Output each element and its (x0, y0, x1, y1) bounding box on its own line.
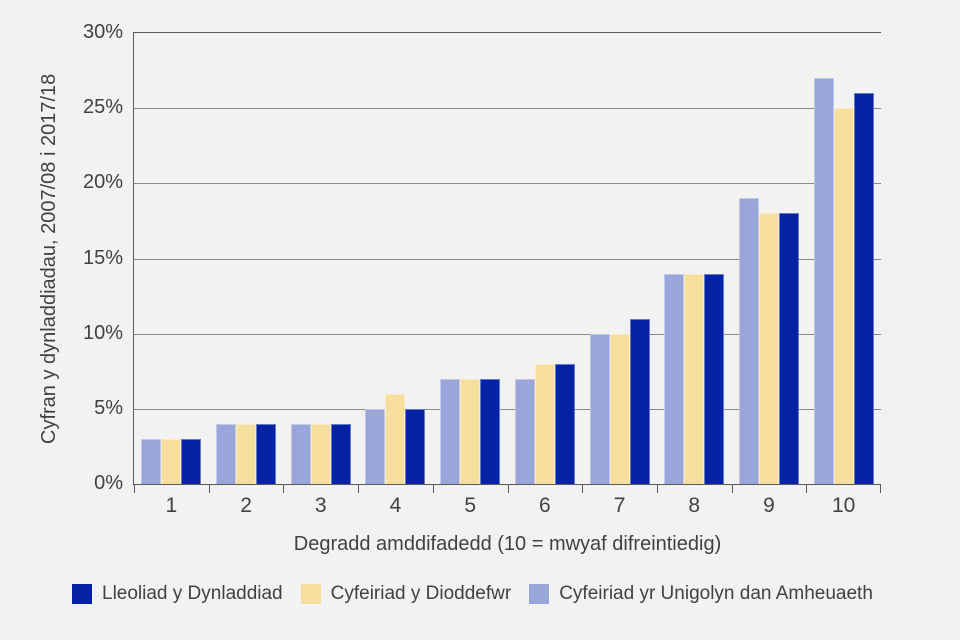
bar (405, 408, 426, 484)
bar (684, 273, 705, 484)
x-tick-label: 7 (613, 494, 626, 517)
x-tick-label: 1 (165, 494, 178, 517)
bar (236, 423, 257, 484)
bar (480, 378, 501, 484)
bar (778, 213, 799, 484)
x-axis-tick (880, 484, 881, 493)
legend-label: Cyfeiriad yr Unigolyn dan Amheuaeth (559, 583, 873, 604)
y-tick-label: 0% (94, 472, 123, 494)
legend-swatch (529, 584, 550, 604)
bar (664, 273, 685, 484)
grid-line (134, 108, 881, 110)
bar (365, 408, 386, 484)
bar-group (582, 33, 657, 484)
bar (161, 438, 182, 484)
bar (310, 423, 331, 484)
bar (629, 318, 650, 484)
bar (833, 108, 854, 484)
bar (141, 438, 162, 484)
bar (330, 423, 351, 484)
bar (813, 78, 834, 484)
grid-line (134, 183, 881, 185)
bar (514, 378, 535, 484)
bar (738, 198, 759, 484)
bar-group (283, 33, 358, 484)
bar (256, 423, 277, 484)
bar (385, 393, 406, 484)
bar-group (508, 33, 583, 484)
x-tick-label: 9 (763, 494, 775, 517)
bar (704, 273, 725, 484)
bar-group (134, 33, 209, 484)
x-axis-tick (134, 484, 135, 493)
bar-groups (134, 33, 881, 484)
x-axis-tick (283, 484, 285, 493)
x-axis-tick (432, 484, 434, 493)
bar (440, 378, 461, 484)
x-tick-label: 4 (389, 494, 402, 517)
y-tick-label: 15% (82, 246, 123, 269)
bar-group (209, 33, 284, 484)
y-tick-label: 25% (82, 96, 123, 119)
bar (534, 363, 555, 484)
x-axis-tick (507, 484, 509, 493)
y-tick-label: 20% (82, 171, 123, 194)
grid-line (134, 408, 881, 410)
x-axis-tick-labels: 1 2 3 4 5 6 7 8 9 10 (134, 494, 881, 518)
legend-item: Cyfeiriad yr Unigolyn dan Amheuaeth (529, 583, 873, 605)
bar-group (657, 33, 732, 484)
legend-swatch (72, 584, 92, 604)
x-axis-tick (806, 484, 808, 493)
bar-group (358, 33, 433, 484)
bar (589, 333, 610, 484)
x-axis-tick (656, 484, 658, 493)
y-tick-label: 30% (82, 21, 123, 43)
x-axis-tick (358, 484, 360, 493)
x-axis-title: Degradd amddifadedd (10 = mwyaf difreint… (293, 533, 722, 555)
x-axis-tick (582, 484, 584, 493)
x-tick-label: 8 (688, 494, 701, 517)
plot-area (133, 32, 881, 493)
bar (181, 438, 202, 484)
y-tick-label: 5% (94, 396, 123, 419)
bar-group (806, 33, 881, 484)
legend-item: Lleoliad y Dynladdiad (72, 583, 283, 605)
x-tick-label: 10 (832, 494, 856, 517)
x-tick-label: 2 (240, 494, 252, 517)
bar (853, 93, 874, 484)
x-axis-tick (731, 484, 733, 493)
legend-item: Cyfeiriad y Dioddefwr (300, 583, 512, 605)
x-tick-label: 3 (314, 494, 327, 517)
bar (554, 363, 575, 484)
legend: Lleoliad y Dynladdiad Cyfeiriad y Dioddef… (72, 583, 873, 605)
bar (460, 378, 481, 484)
bar (758, 213, 779, 484)
x-tick-label: 6 (539, 494, 551, 517)
legend-swatch (300, 584, 321, 604)
bar (290, 423, 311, 484)
bar-group (433, 33, 508, 484)
y-tick-label: 10% (82, 321, 123, 344)
legend-label: Cyfeiriad y Dioddefwr (330, 583, 512, 604)
x-axis-tick (208, 484, 210, 493)
y-axis-tick-labels: 0% 5% 10% 15% 20% 25% 30% (0, 21, 123, 494)
x-tick-label: 5 (464, 494, 476, 517)
bar (609, 333, 630, 484)
bar-group (732, 33, 807, 484)
grid-line (134, 333, 881, 335)
legend-label: Lleoliad y Dynladdiad (102, 583, 283, 604)
bar (216, 423, 237, 484)
grid-line (134, 258, 881, 260)
